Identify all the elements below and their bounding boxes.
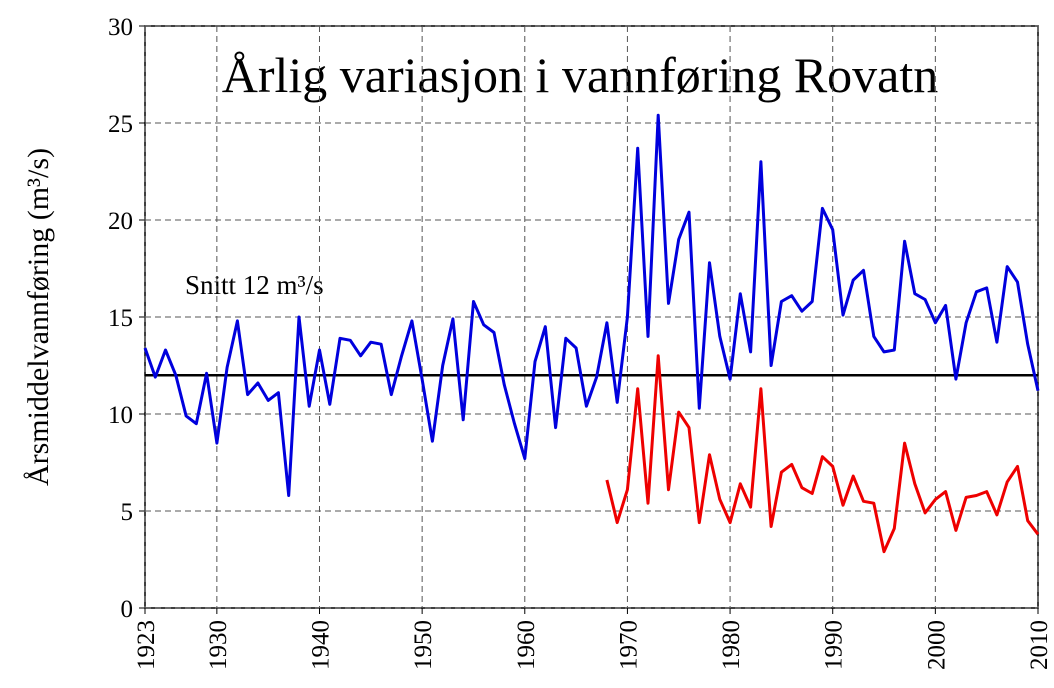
chart-title: Årlig variasjon i vannføring Rovatn [222, 47, 939, 103]
x-tick-label: 2000 [923, 620, 950, 670]
y-tick-label: 25 [108, 111, 133, 138]
x-tick-label: 1980 [718, 620, 745, 670]
series-line [143, 113, 1040, 497]
x-tick-label: 2010 [1026, 620, 1053, 670]
x-tick-label: 1930 [205, 620, 232, 670]
y-tick-label: 10 [108, 402, 133, 429]
y-axis-label: Årsmiddelvannføring (m³/s) [22, 148, 55, 486]
x-tick-label: 1970 [615, 620, 642, 670]
x-tick-label: 1960 [513, 620, 540, 670]
annotation: Snitt 12 m³/s [185, 270, 324, 300]
y-tick-label: 0 [121, 596, 134, 623]
y-tick-label: 30 [108, 14, 133, 41]
x-tick-label: 1923 [133, 620, 160, 670]
y-tick-label: 20 [108, 208, 133, 235]
x-tick-label: 1990 [821, 620, 848, 670]
y-tick-label: 15 [108, 305, 133, 332]
x-tick-label: 1940 [307, 620, 334, 670]
series-line [605, 354, 1040, 554]
x-tick-label: 1950 [410, 620, 437, 670]
y-tick-label: 5 [121, 499, 134, 526]
